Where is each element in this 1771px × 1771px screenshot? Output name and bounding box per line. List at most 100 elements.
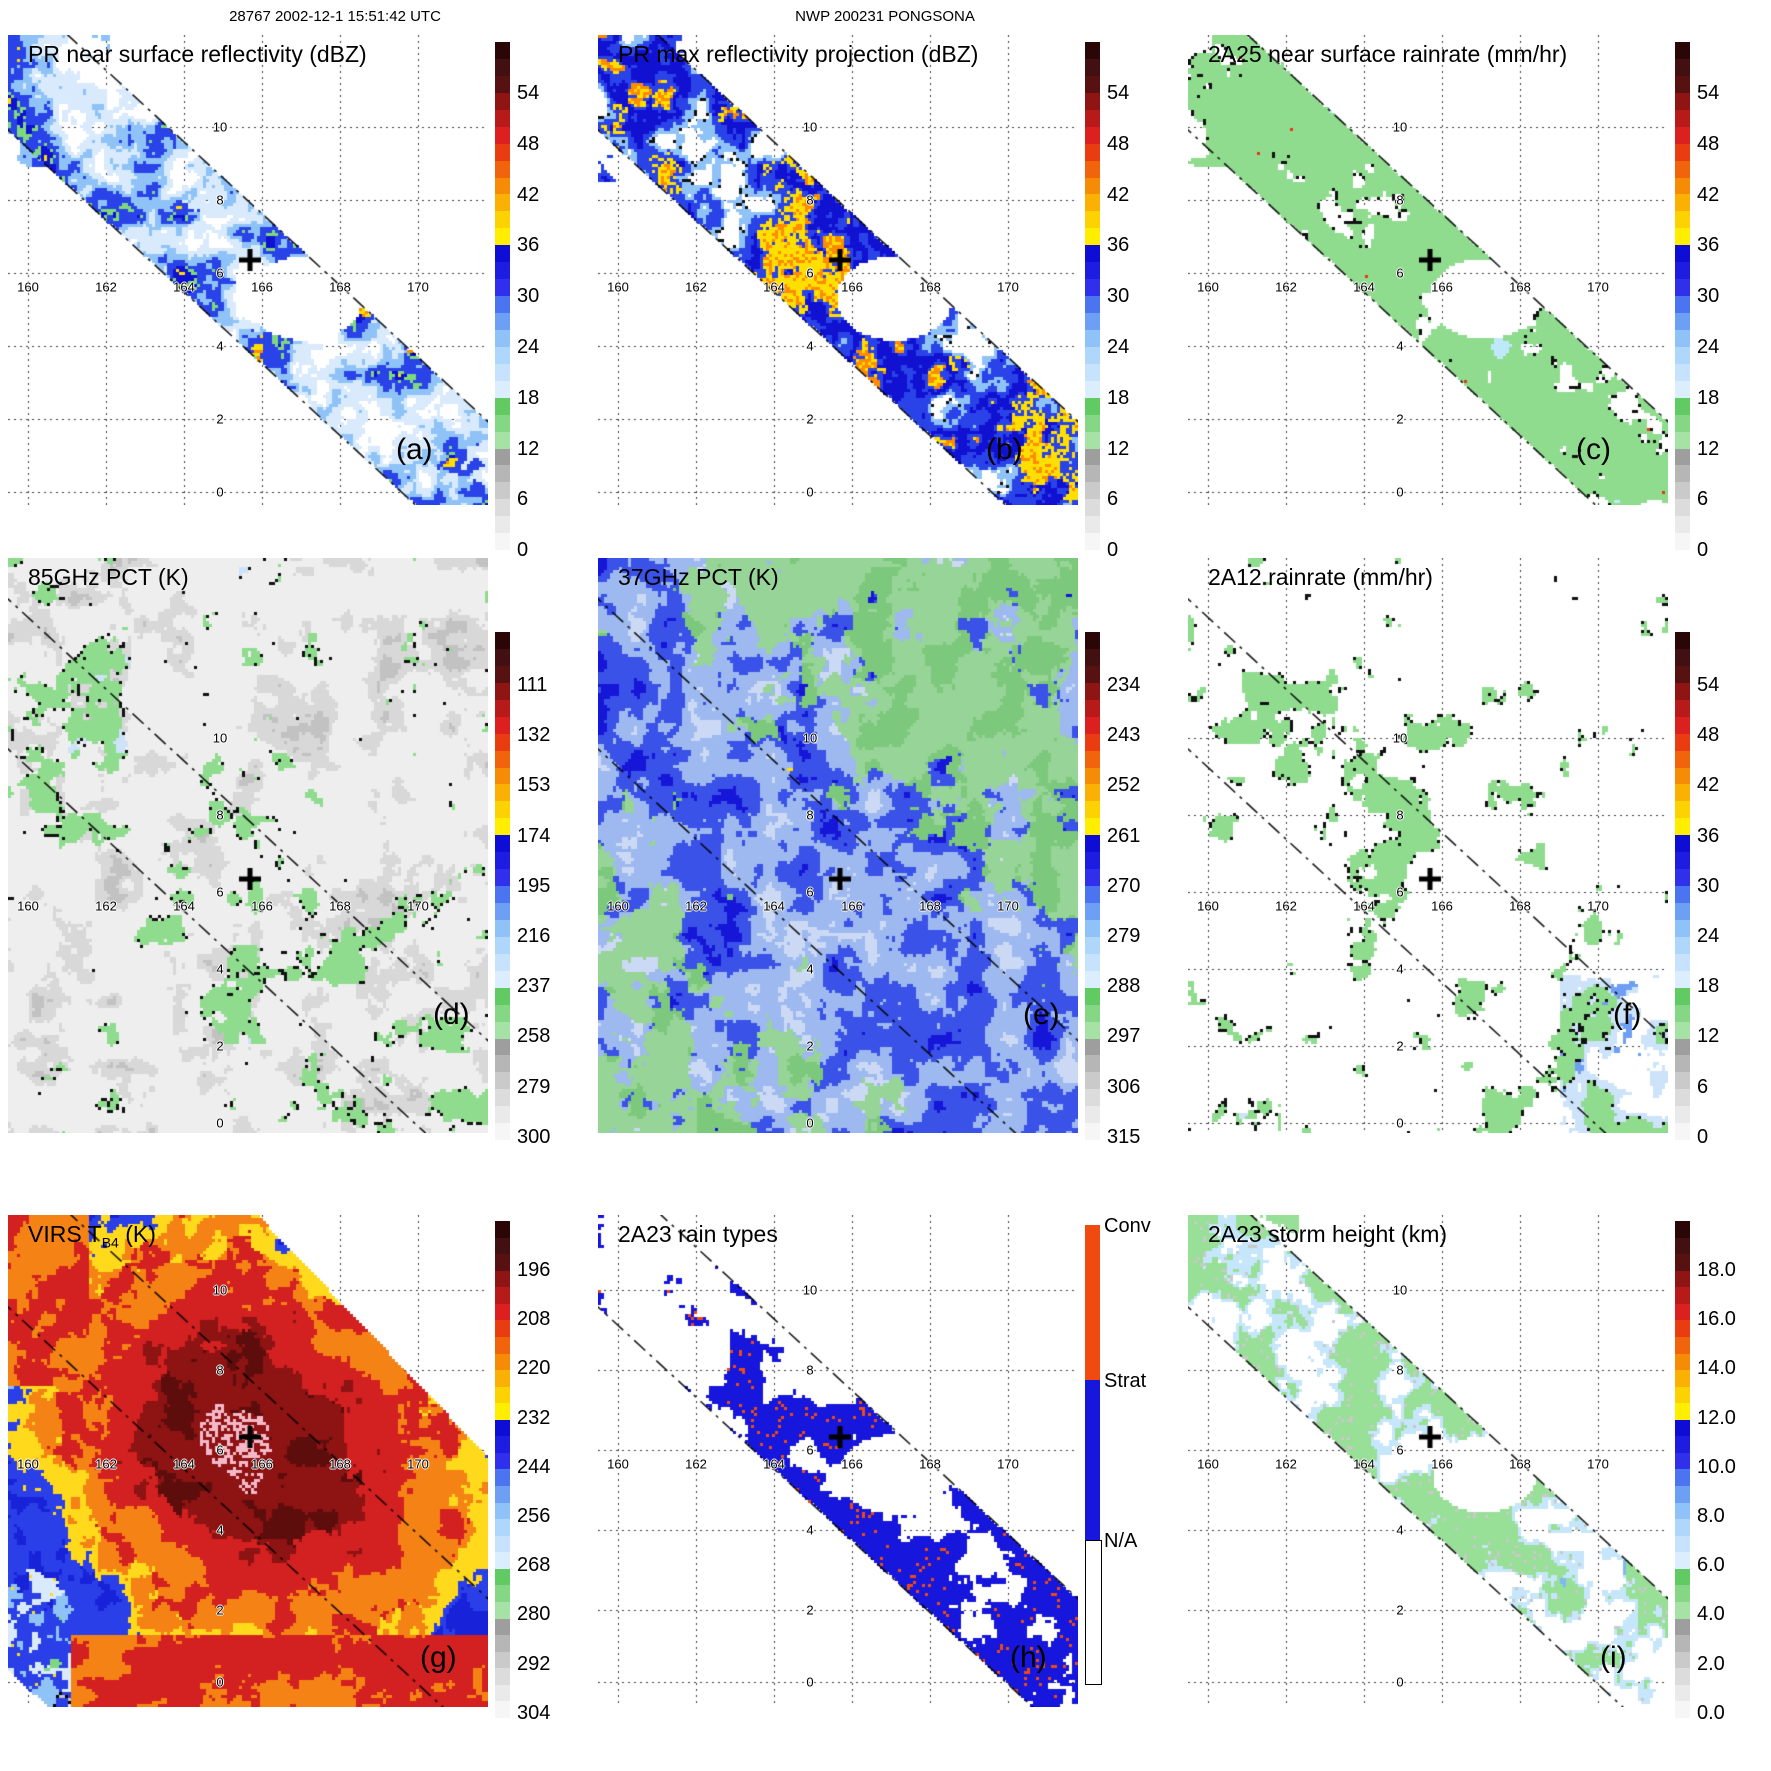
colorbar-block <box>495 682 510 700</box>
lon-label: 168 <box>919 898 941 914</box>
colorbar-block <box>495 1535 510 1553</box>
colorbar-tick-label: 132 <box>517 724 551 747</box>
colorbar-tick-label: 6 <box>1697 1075 1709 1098</box>
colorbar-block <box>1675 1568 1690 1586</box>
lat-label: 10 <box>212 119 228 135</box>
colorbar-block <box>1675 1320 1690 1337</box>
colorbar-block <box>1675 970 1690 988</box>
colorbar-block <box>495 516 510 534</box>
map-canvas <box>8 35 488 505</box>
colorbar-block <box>1085 465 1100 483</box>
colorbar-tick-label: 0 <box>1107 539 1119 562</box>
lat-label: 8 <box>806 1362 814 1378</box>
lat-label: 0 <box>806 1115 814 1131</box>
map-canvas <box>1188 558 1668 1133</box>
lon-label: 166 <box>841 898 863 914</box>
map-canvas <box>598 558 1078 1133</box>
colorbar <box>1085 632 1100 1141</box>
lat-label: 6 <box>806 884 814 900</box>
colorbar-block <box>1675 699 1690 717</box>
colorbar-block <box>1675 903 1690 920</box>
colorbar-block <box>1085 699 1100 717</box>
panel-title-subscript: B4 <box>101 1234 119 1251</box>
colorbar-block <box>1085 177 1100 195</box>
colorbar-block <box>495 42 510 59</box>
colorbar-block <box>495 1386 510 1404</box>
colorbar-block <box>495 1221 510 1238</box>
panel-title: 37GHz PCT (K) <box>618 564 779 590</box>
colorbar-block <box>495 1502 510 1520</box>
colorbar-block <box>495 1651 510 1669</box>
colorbar <box>1675 42 1690 551</box>
colorbar-block <box>495 733 510 751</box>
colorbar-tick-label: 6 <box>517 488 529 511</box>
colorbar-block <box>495 1601 510 1619</box>
colorbar-block <box>495 1004 510 1022</box>
colorbar-block <box>1085 533 1100 551</box>
colorbar-block <box>1085 262 1100 280</box>
colorbar-block <box>495 143 510 161</box>
lat-label: 0 <box>806 1674 814 1690</box>
colorbar-block <box>1085 160 1100 178</box>
lon-label: 168 <box>329 279 351 295</box>
colorbar-block <box>1085 1089 1100 1107</box>
colorbar-block <box>495 194 510 212</box>
lon-label: 164 <box>173 1456 195 1472</box>
lon-label: 168 <box>329 1456 351 1472</box>
lat-label: 6 <box>216 265 224 281</box>
map-canvas <box>1188 35 1668 505</box>
colorbar-block <box>495 919 510 937</box>
colorbar-block <box>495 1469 510 1486</box>
colorbar-tick-label: 304 <box>517 1701 551 1724</box>
colorbar-block <box>495 1568 510 1586</box>
colorbar-block <box>495 363 510 381</box>
colorbar-block <box>495 296 510 313</box>
colorbar-block <box>495 869 510 887</box>
colorbar-block <box>1085 1038 1100 1056</box>
colorbar-block <box>1675 92 1690 110</box>
colorbar-block <box>1675 953 1690 971</box>
colorbar-block <box>495 784 510 802</box>
panel-letter: (b) <box>986 433 1023 466</box>
colorbar-tick-label: 0 <box>517 539 529 562</box>
lon-label: 160 <box>17 279 39 295</box>
colorbar-tick-label: 306 <box>1107 1075 1141 1098</box>
lat-label: 6 <box>1396 884 1404 900</box>
lon-label: 166 <box>1431 898 1453 914</box>
colorbar-block <box>1085 970 1100 988</box>
colorbar-block <box>1675 733 1690 751</box>
colorbar-block <box>495 936 510 954</box>
colorbar-block <box>1085 750 1100 768</box>
lat-label: 10 <box>1392 730 1408 746</box>
colorbar-block <box>1675 1089 1690 1107</box>
colorbar-block <box>495 1452 510 1470</box>
panel-title: 2A23 storm height (km) <box>1208 1221 1448 1247</box>
colorbar-block <box>1675 1123 1690 1141</box>
colorbar-block <box>495 1684 510 1702</box>
colorbar-block <box>495 380 510 398</box>
lon-label: 170 <box>407 898 429 914</box>
colorbar-block <box>495 818 510 836</box>
lat-label: 2 <box>1396 411 1404 427</box>
colorbar-tick-label: 36 <box>1107 234 1130 257</box>
colorbar-block <box>1675 1486 1690 1503</box>
lon-label: 166 <box>1431 1456 1453 1472</box>
lon-label: 162 <box>95 898 117 914</box>
colorbar-tick-label: 12 <box>517 437 540 460</box>
lat-label: 8 <box>1396 1362 1404 1378</box>
colorbar-block <box>495 1287 510 1304</box>
lat-label: 4 <box>216 961 224 977</box>
colorbar-block <box>1675 1353 1690 1371</box>
colorbar-tick-label: 24 <box>1107 336 1130 358</box>
lon-label: 160 <box>17 1456 39 1472</box>
colorbar-block <box>495 665 510 683</box>
colorbar-block <box>1675 936 1690 954</box>
colorbar-segment-label: Strat <box>1104 1370 1147 1392</box>
lat-label: 6 <box>216 884 224 900</box>
colorbar-tick-label: 270 <box>1107 874 1141 897</box>
lon-label: 160 <box>1197 1456 1219 1472</box>
colorbar-block <box>1675 1370 1690 1387</box>
colorbar-block <box>1675 648 1690 666</box>
colorbar-block <box>495 970 510 988</box>
colorbar-block <box>1085 448 1100 466</box>
